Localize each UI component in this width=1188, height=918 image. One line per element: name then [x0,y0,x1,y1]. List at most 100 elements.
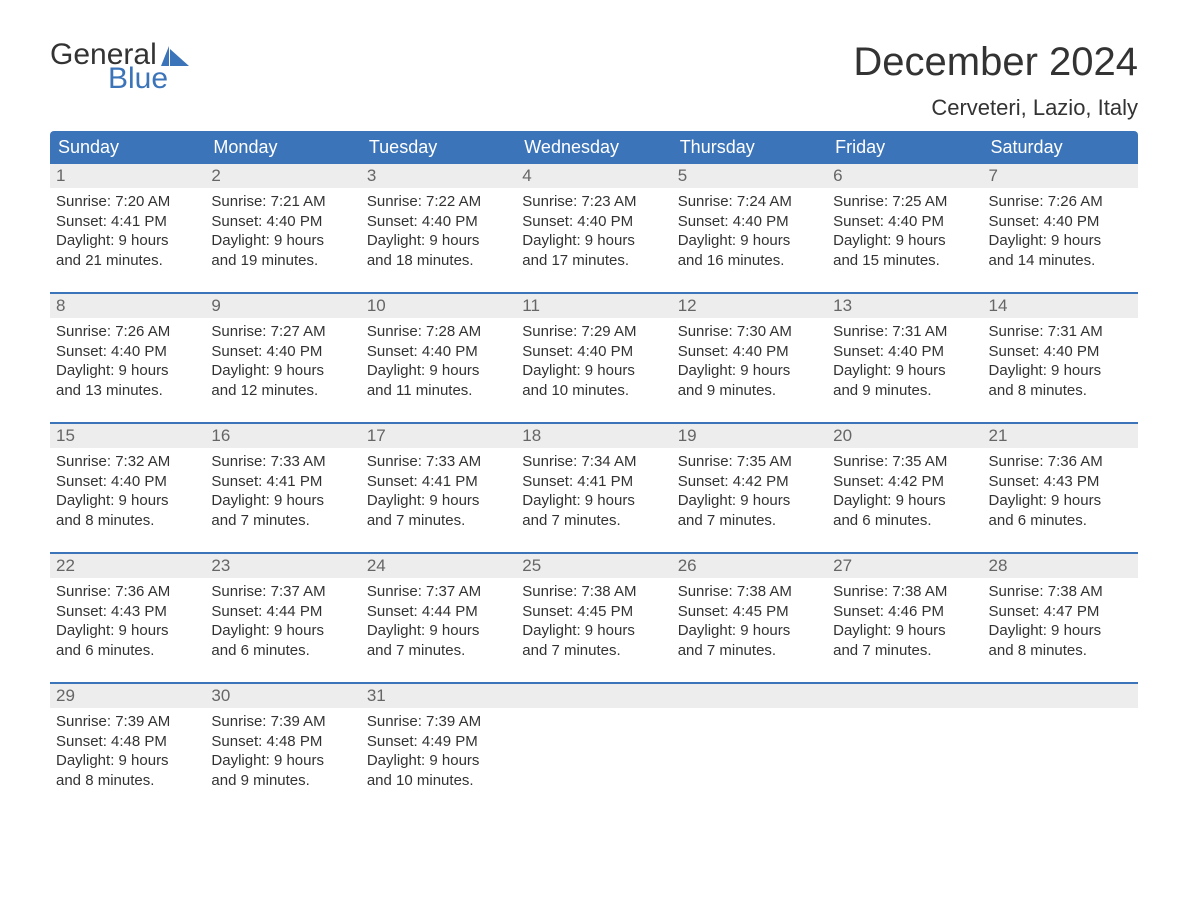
day-d2: and 9 minutes. [678,381,821,401]
day-number: 24 [361,554,516,578]
day-body: Sunrise: 7:33 AMSunset: 4:41 PMDaylight:… [205,448,360,538]
calendar-cell: 15Sunrise: 7:32 AMSunset: 4:40 PMDayligh… [50,424,205,544]
day-heading: Saturday [983,131,1138,164]
day-number: 5 [672,164,827,188]
calendar-week: 15Sunrise: 7:32 AMSunset: 4:40 PMDayligh… [50,422,1138,544]
day-number-empty [983,684,1138,708]
day-d1: Daylight: 9 hours [522,491,665,511]
day-number: 1 [50,164,205,188]
calendar-cell: 24Sunrise: 7:37 AMSunset: 4:44 PMDayligh… [361,554,516,674]
day-d2: and 8 minutes. [56,511,199,531]
calendar-cell: 10Sunrise: 7:28 AMSunset: 4:40 PMDayligh… [361,294,516,414]
day-body: Sunrise: 7:24 AMSunset: 4:40 PMDaylight:… [672,188,827,278]
day-d1: Daylight: 9 hours [989,231,1132,251]
day-d1: Daylight: 9 hours [211,491,354,511]
day-body: Sunrise: 7:22 AMSunset: 4:40 PMDaylight:… [361,188,516,278]
day-d1: Daylight: 9 hours [522,621,665,641]
day-number: 13 [827,294,982,318]
day-heading: Tuesday [361,131,516,164]
day-sunset: Sunset: 4:46 PM [833,602,976,622]
day-number: 18 [516,424,671,448]
calendar-week: 8Sunrise: 7:26 AMSunset: 4:40 PMDaylight… [50,292,1138,414]
day-sunrise: Sunrise: 7:27 AM [211,322,354,342]
day-number: 26 [672,554,827,578]
day-sunrise: Sunrise: 7:36 AM [989,452,1132,472]
day-body: Sunrise: 7:38 AMSunset: 4:45 PMDaylight:… [516,578,671,668]
day-d2: and 7 minutes. [678,511,821,531]
calendar-cell [983,684,1138,804]
day-d1: Daylight: 9 hours [367,621,510,641]
calendar-cell: 27Sunrise: 7:38 AMSunset: 4:46 PMDayligh… [827,554,982,674]
day-d1: Daylight: 9 hours [989,361,1132,381]
day-sunset: Sunset: 4:40 PM [989,212,1132,232]
day-sunrise: Sunrise: 7:31 AM [989,322,1132,342]
day-sunset: Sunset: 4:40 PM [56,472,199,492]
day-d2: and 6 minutes. [56,641,199,661]
day-body: Sunrise: 7:39 AMSunset: 4:48 PMDaylight:… [205,708,360,798]
day-body: Sunrise: 7:35 AMSunset: 4:42 PMDaylight:… [672,448,827,538]
day-body: Sunrise: 7:20 AMSunset: 4:41 PMDaylight:… [50,188,205,278]
day-d1: Daylight: 9 hours [833,231,976,251]
day-body: Sunrise: 7:27 AMSunset: 4:40 PMDaylight:… [205,318,360,408]
day-number: 22 [50,554,205,578]
day-heading: Friday [827,131,982,164]
calendar-week: 1Sunrise: 7:20 AMSunset: 4:41 PMDaylight… [50,164,1138,284]
day-d2: and 9 minutes. [833,381,976,401]
day-heading: Sunday [50,131,205,164]
day-number: 28 [983,554,1138,578]
day-d2: and 8 minutes. [56,771,199,791]
day-sunset: Sunset: 4:40 PM [367,212,510,232]
calendar-cell: 4Sunrise: 7:23 AMSunset: 4:40 PMDaylight… [516,164,671,284]
calendar-cell: 19Sunrise: 7:35 AMSunset: 4:42 PMDayligh… [672,424,827,544]
calendar-cell: 2Sunrise: 7:21 AMSunset: 4:40 PMDaylight… [205,164,360,284]
day-body: Sunrise: 7:21 AMSunset: 4:40 PMDaylight:… [205,188,360,278]
day-sunrise: Sunrise: 7:35 AM [678,452,821,472]
day-sunset: Sunset: 4:44 PM [211,602,354,622]
day-sunset: Sunset: 4:44 PM [367,602,510,622]
day-d1: Daylight: 9 hours [678,491,821,511]
day-body: Sunrise: 7:33 AMSunset: 4:41 PMDaylight:… [361,448,516,538]
day-sunrise: Sunrise: 7:24 AM [678,192,821,212]
day-sunset: Sunset: 4:41 PM [367,472,510,492]
day-sunrise: Sunrise: 7:26 AM [989,192,1132,212]
logo-text-blue: Blue [108,64,191,94]
day-sunset: Sunset: 4:45 PM [678,602,821,622]
day-body: Sunrise: 7:37 AMSunset: 4:44 PMDaylight:… [361,578,516,668]
day-d2: and 6 minutes. [211,641,354,661]
calendar-cell: 8Sunrise: 7:26 AMSunset: 4:40 PMDaylight… [50,294,205,414]
day-body: Sunrise: 7:31 AMSunset: 4:40 PMDaylight:… [827,318,982,408]
day-d1: Daylight: 9 hours [211,621,354,641]
day-number: 9 [205,294,360,318]
day-number: 11 [516,294,671,318]
calendar-cell: 13Sunrise: 7:31 AMSunset: 4:40 PMDayligh… [827,294,982,414]
day-number: 10 [361,294,516,318]
day-number: 27 [827,554,982,578]
day-body: Sunrise: 7:38 AMSunset: 4:45 PMDaylight:… [672,578,827,668]
day-number: 3 [361,164,516,188]
calendar-cell [827,684,982,804]
day-sunset: Sunset: 4:48 PM [56,732,199,752]
day-sunrise: Sunrise: 7:20 AM [56,192,199,212]
day-body: Sunrise: 7:35 AMSunset: 4:42 PMDaylight:… [827,448,982,538]
day-d1: Daylight: 9 hours [56,361,199,381]
day-number: 16 [205,424,360,448]
calendar-week: 22Sunrise: 7:36 AMSunset: 4:43 PMDayligh… [50,552,1138,674]
day-body: Sunrise: 7:37 AMSunset: 4:44 PMDaylight:… [205,578,360,668]
day-d2: and 7 minutes. [522,511,665,531]
day-d2: and 16 minutes. [678,251,821,271]
calendar-cell: 3Sunrise: 7:22 AMSunset: 4:40 PMDaylight… [361,164,516,284]
day-body: Sunrise: 7:38 AMSunset: 4:47 PMDaylight:… [983,578,1138,668]
day-d1: Daylight: 9 hours [678,621,821,641]
day-sunrise: Sunrise: 7:37 AM [367,582,510,602]
day-number: 15 [50,424,205,448]
day-sunset: Sunset: 4:40 PM [833,212,976,232]
calendar-day-header: Sunday Monday Tuesday Wednesday Thursday… [50,131,1138,164]
calendar-cell: 29Sunrise: 7:39 AMSunset: 4:48 PMDayligh… [50,684,205,804]
calendar-cell: 16Sunrise: 7:33 AMSunset: 4:41 PMDayligh… [205,424,360,544]
day-sunset: Sunset: 4:40 PM [678,342,821,362]
day-sunrise: Sunrise: 7:23 AM [522,192,665,212]
day-d2: and 8 minutes. [989,381,1132,401]
day-sunrise: Sunrise: 7:38 AM [522,582,665,602]
calendar-cell: 11Sunrise: 7:29 AMSunset: 4:40 PMDayligh… [516,294,671,414]
calendar-cell: 31Sunrise: 7:39 AMSunset: 4:49 PMDayligh… [361,684,516,804]
